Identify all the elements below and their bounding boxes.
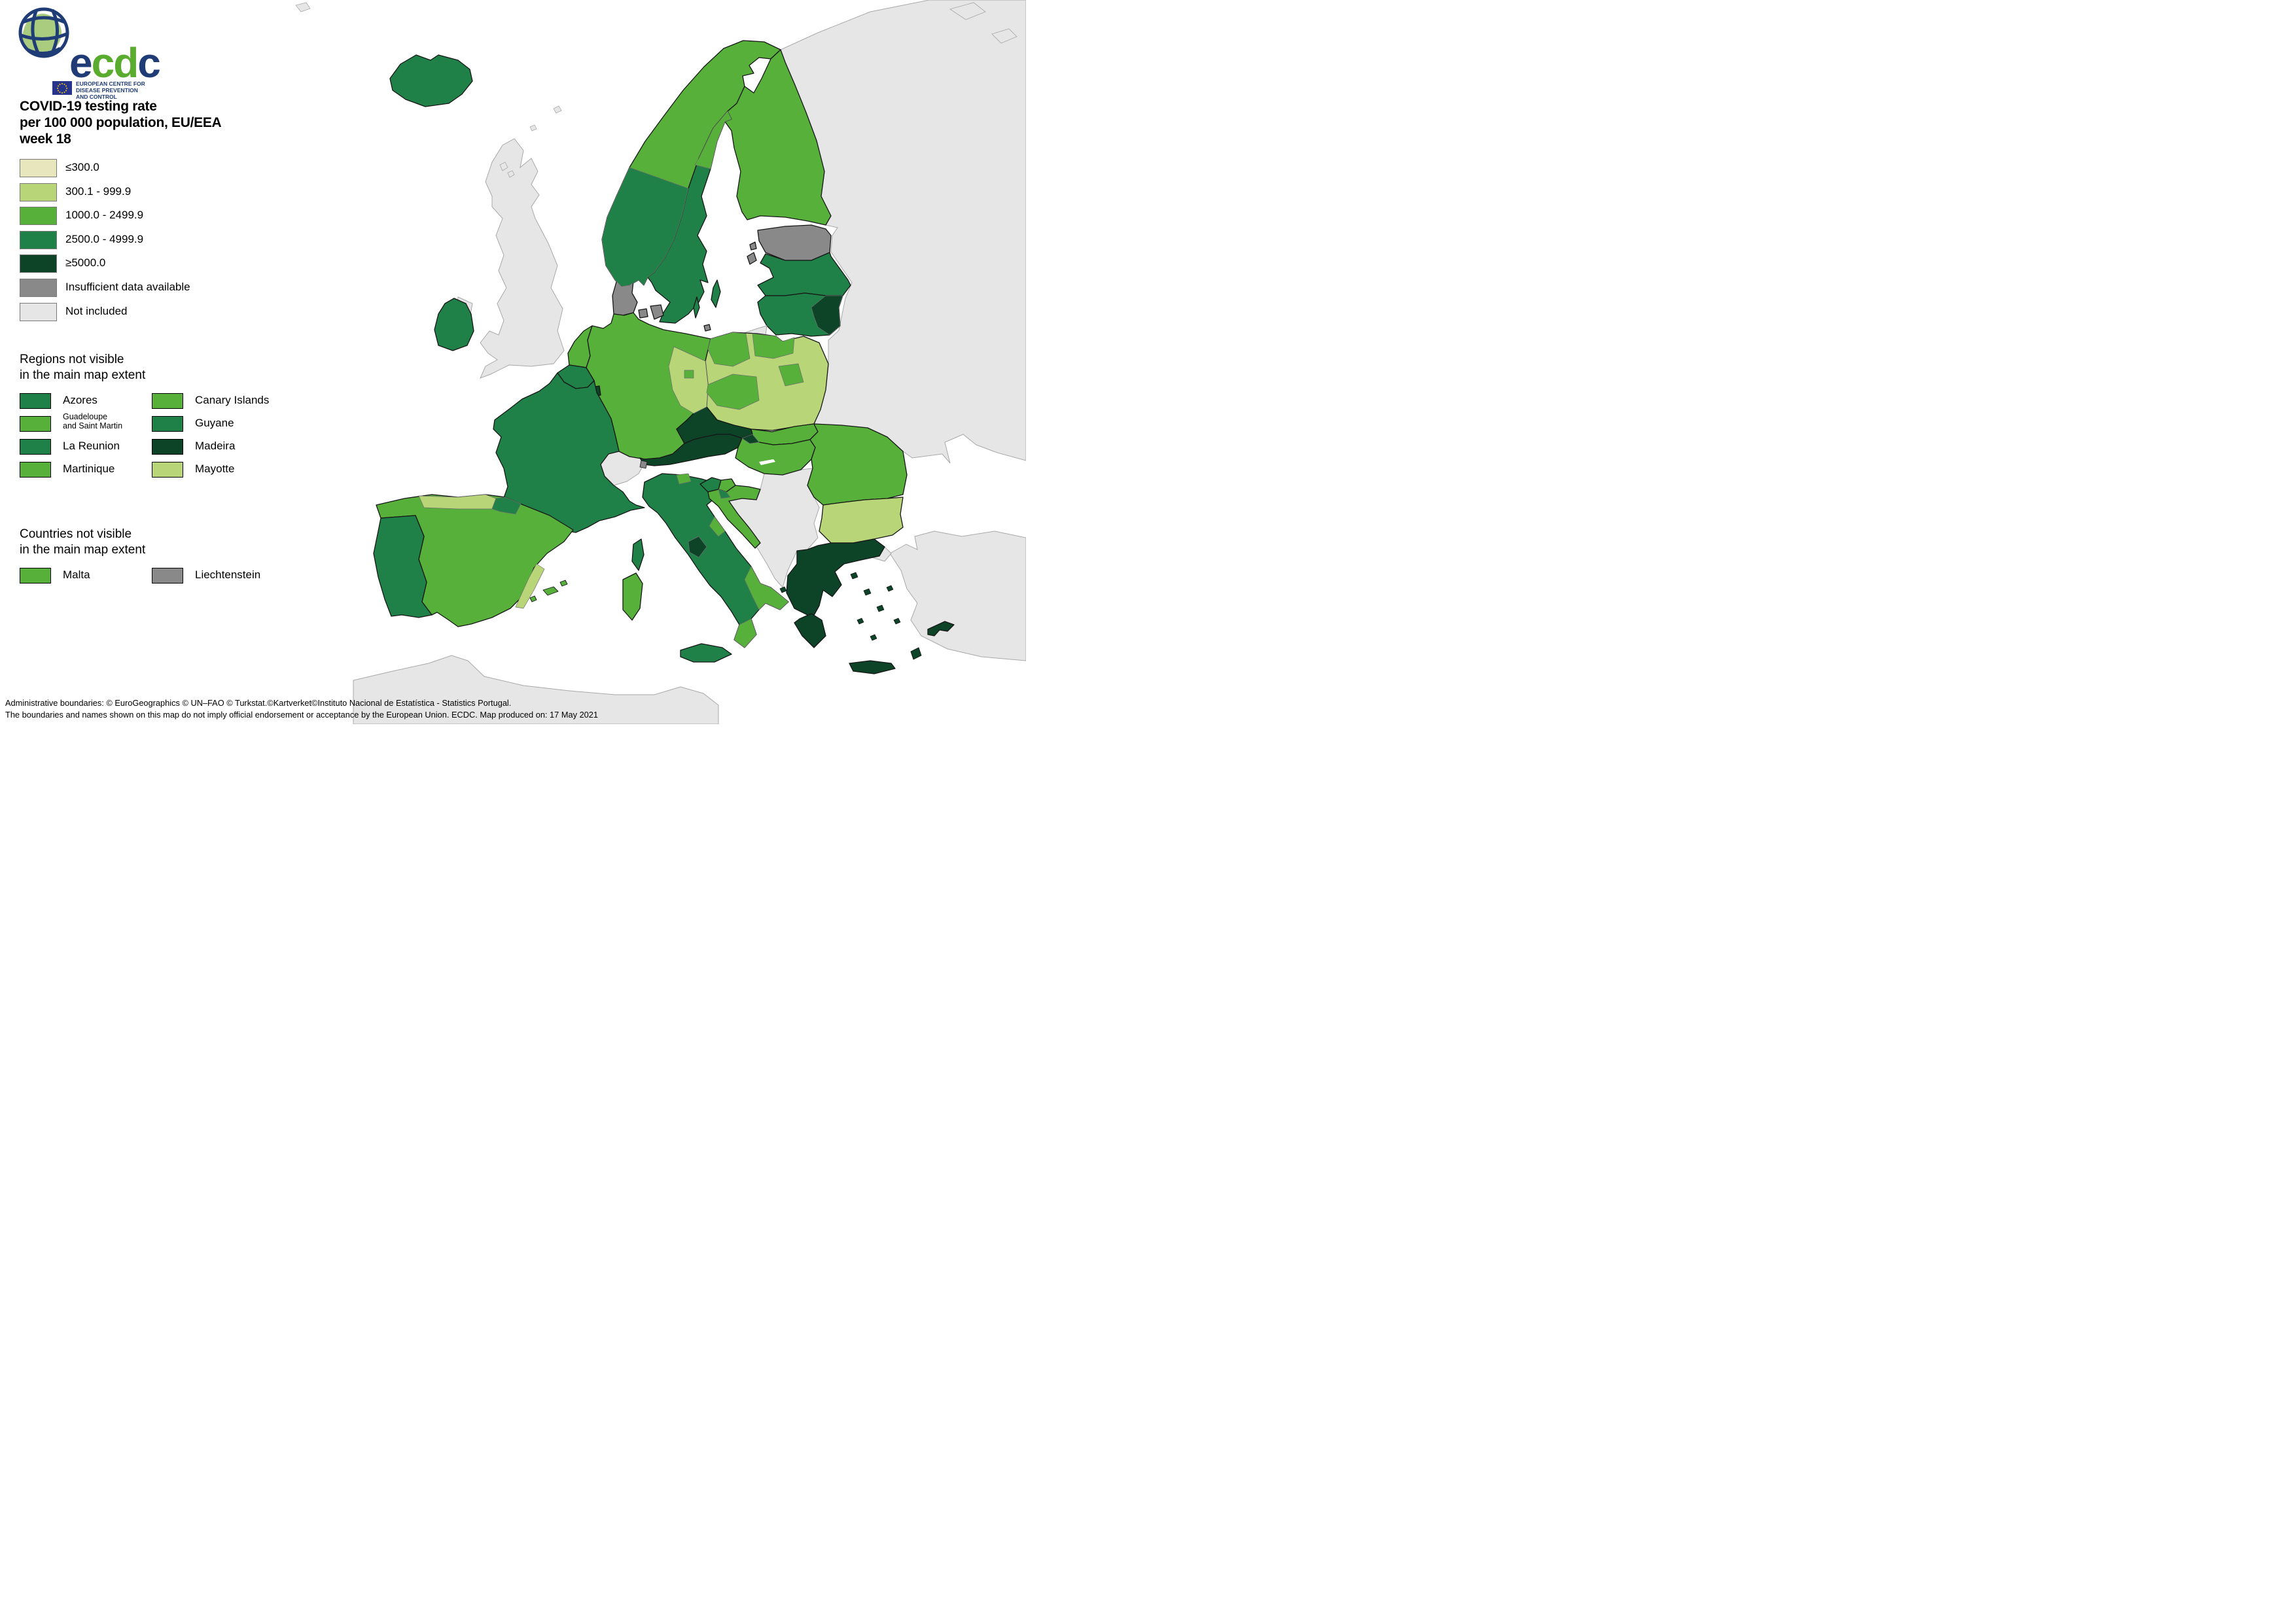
map-region-gotland bbox=[711, 279, 721, 308]
legend-swatch-c3 bbox=[152, 393, 183, 409]
legend-swatch-insufficient bbox=[152, 568, 183, 584]
map-region-poland-central bbox=[778, 363, 804, 387]
map-region-zealand bbox=[650, 304, 664, 320]
ecdc-org-name: EUROPEAN CENTRE FOR DISEASE PREVENTION A… bbox=[76, 80, 145, 100]
legend-swatch-insufficient bbox=[20, 279, 57, 297]
legend-swatch-not_included bbox=[20, 302, 57, 321]
map-region-italy-marche bbox=[709, 516, 726, 537]
map-region-ireland bbox=[434, 298, 474, 351]
legend-swatch-c2 bbox=[20, 183, 57, 201]
legend-swatch-c3 bbox=[20, 568, 51, 584]
legend-label: Azores bbox=[63, 394, 97, 406]
lake-balaton bbox=[759, 459, 775, 465]
map-region-peloponnese bbox=[794, 613, 826, 648]
legend-label: Madeira bbox=[195, 440, 236, 452]
map-figure: ecdc EUROPEAN CENTRE FOR DISEASE PREVENT… bbox=[0, 0, 1026, 724]
legend-label: 1000.0 - 2499.9 bbox=[65, 209, 144, 222]
legend-label: 300.1 - 999.9 bbox=[65, 184, 132, 198]
legend-label: 2500.0 - 4999.9 bbox=[65, 232, 144, 245]
legend-swatch-c3 bbox=[20, 416, 51, 432]
map-region-poland-northwest bbox=[707, 332, 751, 367]
map-region-spain-basque bbox=[491, 497, 521, 515]
map-region-faroe-islands bbox=[499, 105, 562, 178]
countries-not-visible-heading: Countries not visible in the main map ex… bbox=[20, 527, 146, 557]
map-region-spain-valencia bbox=[515, 563, 545, 609]
map-region-italy-trentino bbox=[676, 473, 692, 485]
map-region-croatia-northwest bbox=[718, 489, 731, 499]
map-region-iceland bbox=[389, 54, 473, 107]
legend-label: Martinique bbox=[63, 462, 115, 475]
legend-label: Liechtenstein bbox=[195, 568, 261, 581]
footer-line-boundaries: Administrative boundaries: © EuroGeograp… bbox=[5, 698, 512, 708]
legend-label: Canary Islands bbox=[195, 394, 270, 406]
map-region-aegean-islands bbox=[779, 572, 901, 641]
ecdc-globe-icon bbox=[18, 7, 69, 58]
map-region-poland-west bbox=[706, 374, 760, 410]
eu-flag-icon bbox=[52, 81, 72, 95]
map-region-crete bbox=[849, 660, 896, 674]
footer-notes: Administrative boundaries: © EuroGeograp… bbox=[5, 697, 598, 721]
europe-map bbox=[0, 0, 1026, 724]
map-region-germany-east bbox=[668, 346, 709, 414]
map-region-united-kingdom bbox=[480, 138, 565, 379]
map-region-finland bbox=[724, 49, 832, 226]
legend-swatch-c4 bbox=[20, 439, 51, 455]
legend-swatch-c4 bbox=[152, 416, 183, 432]
map-region-sicily bbox=[680, 643, 732, 663]
legend-swatch-c3 bbox=[20, 462, 51, 478]
map-region-north-africa bbox=[353, 655, 719, 724]
legend-swatch-c1 bbox=[20, 159, 57, 177]
map-region-croatia bbox=[707, 485, 761, 549]
footer-line-disclaimer: The boundaries and names shown on this m… bbox=[5, 710, 599, 720]
legend-label: Guyane bbox=[195, 417, 234, 429]
map-region-balearic-islands bbox=[529, 580, 568, 602]
map-region-italy-southeast bbox=[744, 566, 789, 610]
legend-label: Mayotte bbox=[195, 462, 235, 475]
map-region-bornholm bbox=[703, 324, 711, 332]
map-region-sweden-northeast bbox=[694, 111, 732, 169]
map-region-liechtenstein bbox=[639, 460, 648, 469]
map-region-funen bbox=[638, 308, 648, 319]
map-region-berlin bbox=[684, 370, 694, 379]
map-region-oland bbox=[693, 296, 700, 319]
legend-swatch-c4 bbox=[20, 393, 51, 409]
legend-label: ≤300.0 bbox=[65, 161, 99, 173]
map-region-bulgaria bbox=[819, 497, 904, 544]
map-region-italy-umbria bbox=[688, 536, 707, 558]
map-region-estonian-islands bbox=[747, 241, 757, 265]
map-region-portugal bbox=[373, 515, 433, 618]
legend-swatch-c3 bbox=[20, 207, 57, 226]
map-region-sardinia bbox=[622, 572, 643, 621]
map-region-arctic-islands bbox=[295, 2, 1017, 44]
map-region-norway-south bbox=[601, 167, 689, 287]
legend-label: Guadeloupe and Saint Martin bbox=[63, 412, 123, 430]
map-region-poland-pomerania bbox=[752, 333, 795, 359]
legend-swatch-c5 bbox=[152, 439, 183, 455]
legend-label: ≥5000.0 bbox=[65, 256, 106, 270]
map-title: COVID-19 testing rate per 100 000 popula… bbox=[20, 99, 222, 147]
ecdc-brand: ecdc bbox=[69, 39, 161, 86]
map-region-turkey bbox=[889, 531, 1026, 661]
map-region-slovakia-west bbox=[741, 434, 760, 444]
legend-label: Insufficient data available bbox=[65, 281, 190, 293]
legend-swatch-c5 bbox=[20, 254, 57, 273]
ecdc-logo: ecdc EUROPEAN CENTRE FOR DISEASE PREVENT… bbox=[18, 4, 234, 99]
regions-not-visible-heading: Regions not visible in the main map exte… bbox=[20, 353, 146, 382]
legend-label: La Reunion bbox=[63, 440, 120, 452]
map-region-greece bbox=[786, 538, 885, 618]
map-region-rhodes bbox=[910, 647, 922, 660]
map-region-cyprus bbox=[927, 621, 955, 636]
map-region-lithuania-southeast bbox=[811, 295, 843, 336]
map-region-italy-calabria bbox=[733, 618, 757, 648]
map-region-corsica bbox=[631, 538, 645, 571]
legend-swatch-c2 bbox=[152, 462, 183, 478]
legend-swatch-c4 bbox=[20, 230, 57, 249]
legend-label: Not included bbox=[65, 304, 128, 317]
legend-label: Malta bbox=[63, 568, 90, 581]
